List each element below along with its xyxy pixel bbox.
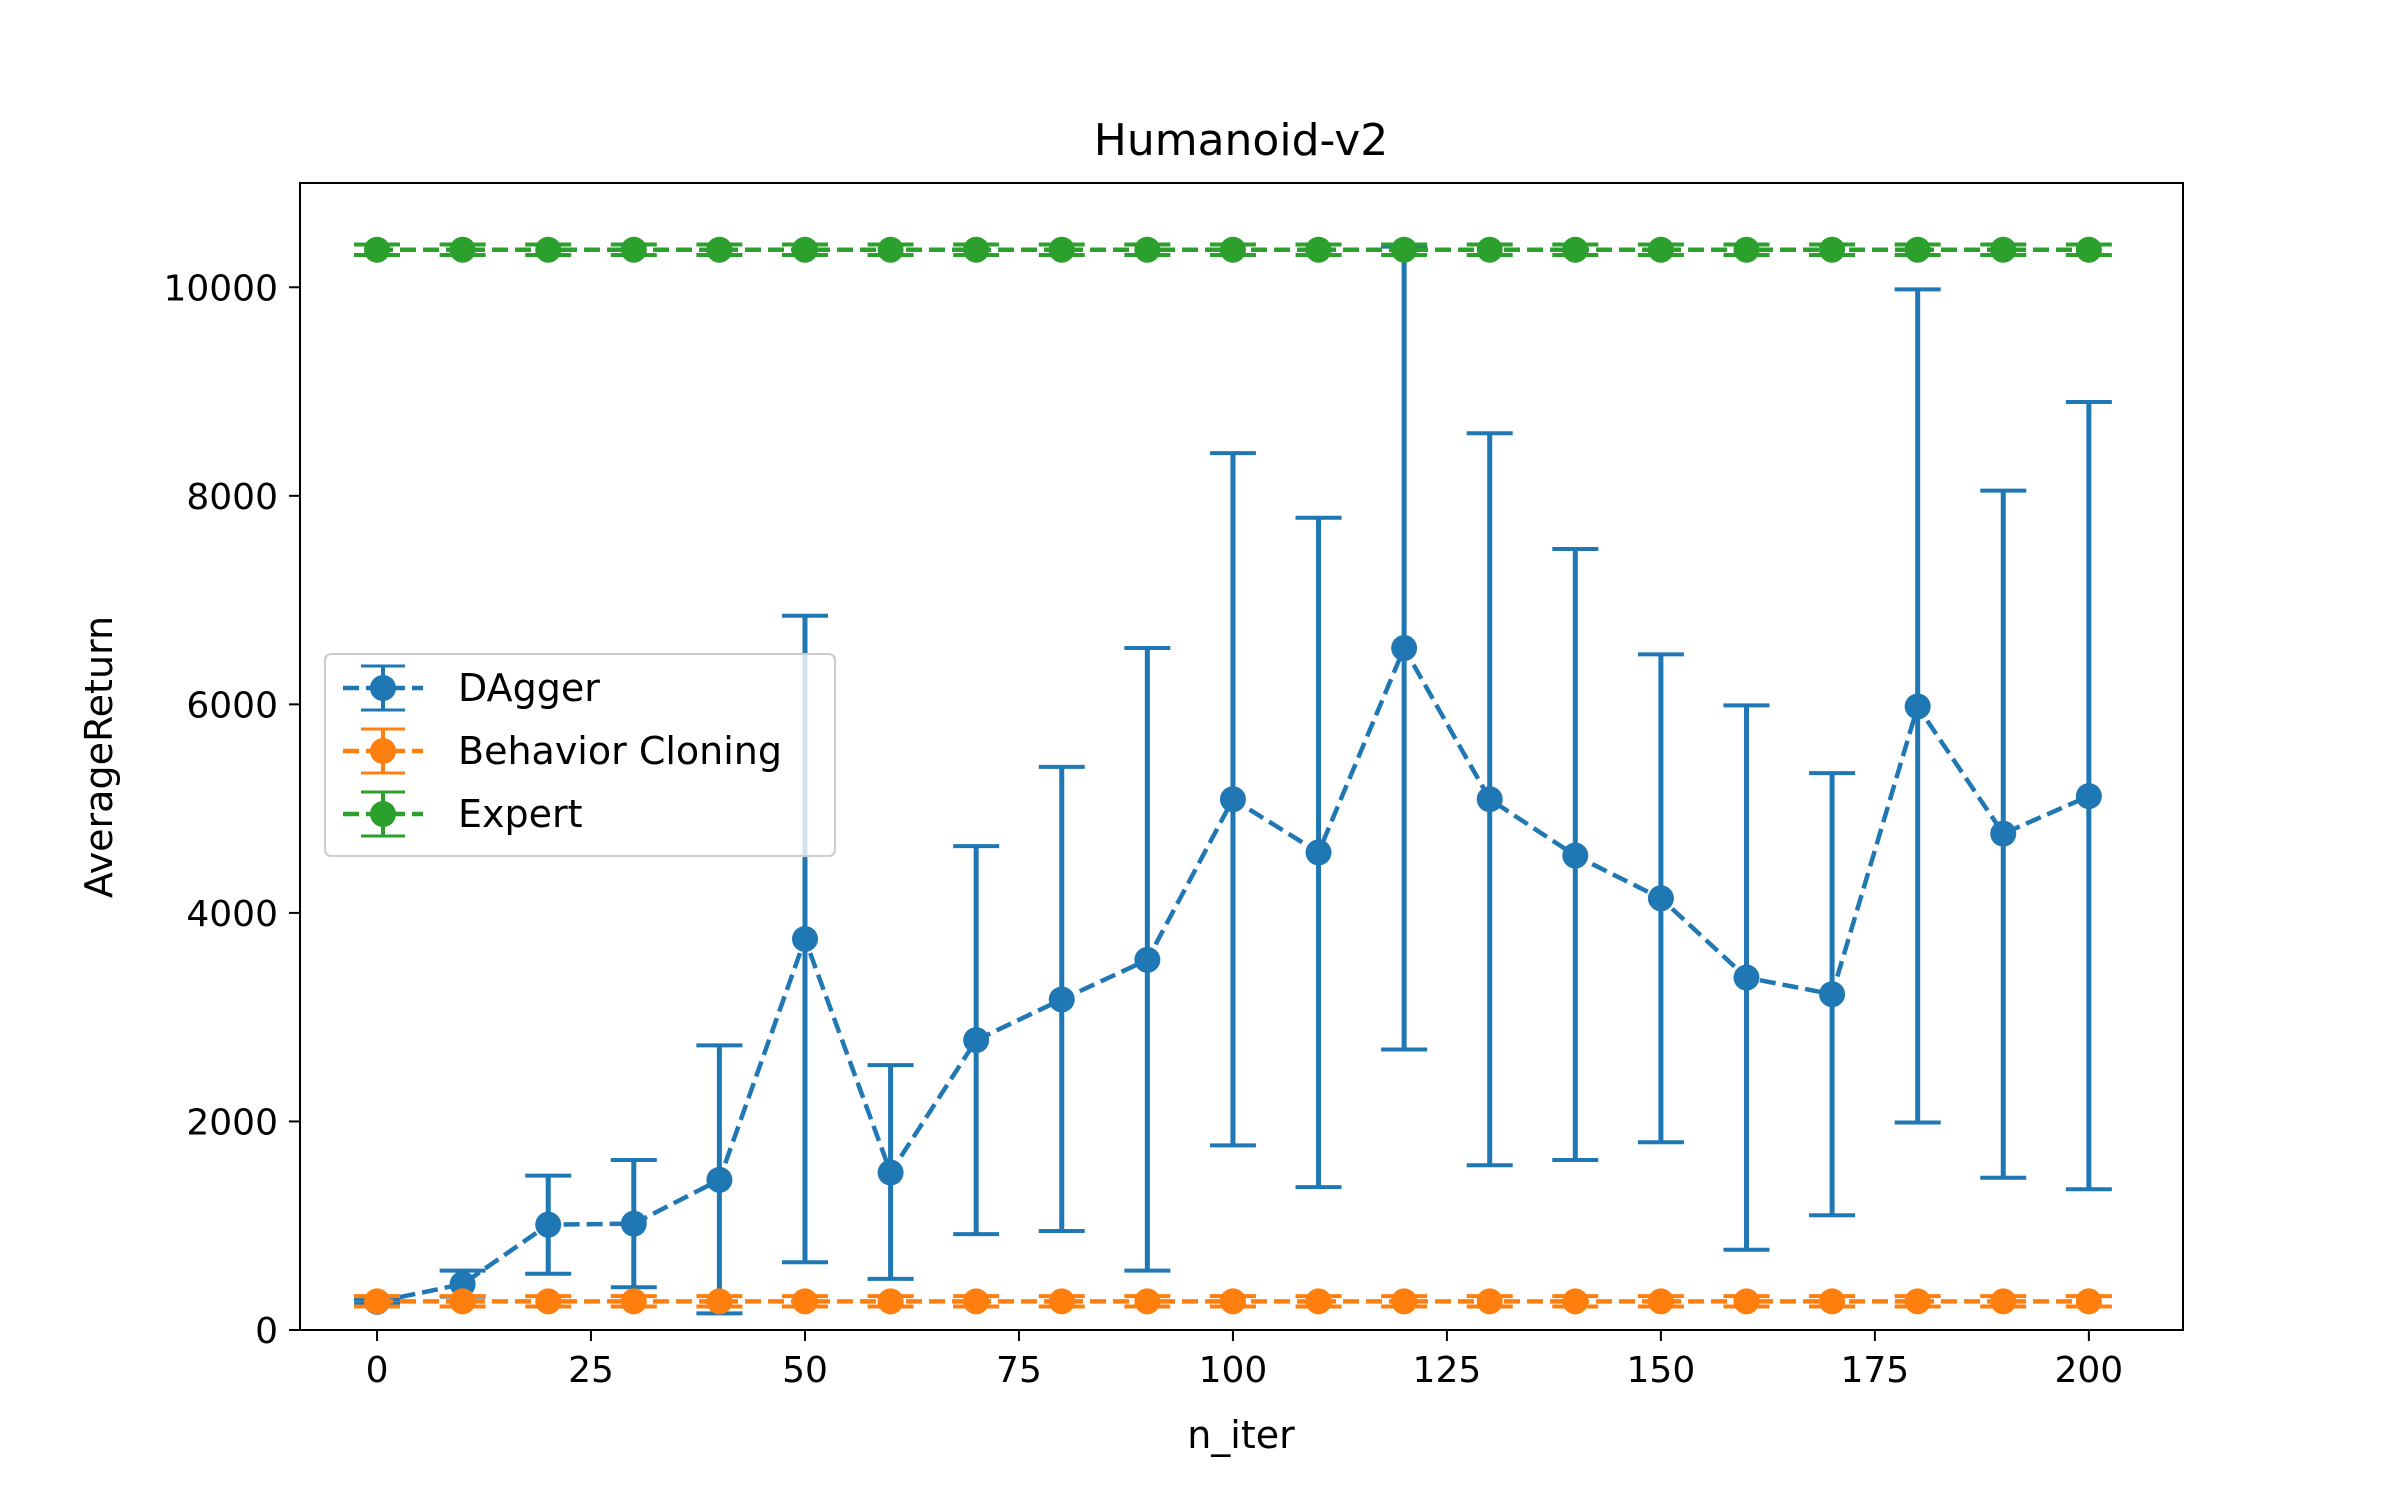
- legend-label: Expert: [458, 792, 583, 836]
- x-axis-title: n_iter: [1187, 1413, 1295, 1457]
- legend-box: [324, 653, 836, 857]
- legend-label: Behavior Cloning: [458, 729, 782, 773]
- data-point: [1134, 236, 1161, 263]
- data-point: [1647, 885, 1674, 912]
- x-tick-label: 200: [2054, 1350, 2123, 1391]
- series-expert: [354, 236, 2112, 263]
- data-point: [364, 1288, 391, 1315]
- data-point: [1391, 635, 1418, 662]
- y-axis: 0 2000 4000 6000 8000 10000: [163, 268, 300, 1352]
- data-point: [1647, 236, 1674, 263]
- x-tick-label: 150: [1627, 1350, 1696, 1391]
- x-tick-label: 50: [782, 1350, 828, 1391]
- series-behavior-cloning: [354, 1288, 2112, 1315]
- x-axis: 0 25 50 75 100 125 150 175 200: [366, 1330, 2123, 1391]
- data-point: [1733, 964, 1760, 991]
- legend-marker: [370, 801, 396, 827]
- data-point: [620, 236, 647, 263]
- data-point: [706, 236, 733, 263]
- data-point: [1647, 1288, 1674, 1315]
- data-point: [1134, 946, 1161, 973]
- data-point: [535, 1211, 562, 1238]
- data-point: [1219, 786, 1246, 813]
- legend-entry-expert: Expert: [343, 790, 583, 838]
- data-point: [791, 236, 818, 263]
- data-point: [1305, 236, 1332, 263]
- data-point: [1048, 236, 1075, 263]
- x-tick-label: 125: [1413, 1350, 1482, 1391]
- y-tick-label: 8000: [186, 477, 278, 518]
- x-tick-label: 0: [366, 1350, 389, 1391]
- data-point: [1134, 1288, 1161, 1315]
- data-point: [877, 1288, 904, 1315]
- x-tick-label: 175: [1841, 1350, 1910, 1391]
- data-point: [1990, 1288, 2017, 1315]
- plot-marks: [354, 236, 2112, 1316]
- data-point: [1476, 1288, 1503, 1315]
- y-axis-title: AverageReturn: [77, 616, 121, 898]
- data-point: [791, 925, 818, 952]
- data-point: [1305, 839, 1332, 866]
- data-point: [2075, 783, 2102, 810]
- legend-entry-dagger: DAgger: [343, 664, 600, 712]
- x-tick-label: 75: [996, 1350, 1042, 1391]
- y-tick-label: 10000: [163, 268, 278, 309]
- data-point: [449, 1288, 476, 1315]
- data-point: [1562, 842, 1589, 869]
- chart-title: Humanoid-v2: [1094, 115, 1389, 166]
- data-point: [535, 236, 562, 263]
- data-point: [1904, 236, 1931, 263]
- data-point: [1048, 1288, 1075, 1315]
- x-tick-label: 100: [1199, 1350, 1268, 1391]
- data-point: [1819, 1288, 1846, 1315]
- data-point: [1819, 981, 1846, 1008]
- data-point: [1990, 236, 2017, 263]
- data-point: [706, 1166, 733, 1193]
- data-point: [877, 1159, 904, 1186]
- data-point: [706, 1288, 733, 1315]
- data-point: [2075, 1288, 2102, 1315]
- legend: DAgger Behavior Cloning Expert: [324, 653, 836, 857]
- data-point: [535, 1288, 562, 1315]
- data-point: [1219, 1288, 1246, 1315]
- legend-marker: [370, 738, 396, 764]
- legend-marker: [370, 675, 396, 701]
- data-point: [1733, 236, 1760, 263]
- data-point: [1476, 236, 1503, 263]
- data-point: [963, 236, 990, 263]
- data-point: [620, 1288, 647, 1315]
- data-point: [449, 236, 476, 263]
- data-point: [1904, 1288, 1931, 1315]
- data-point: [1562, 236, 1589, 263]
- data-point: [963, 1288, 990, 1315]
- data-point: [1733, 1288, 1760, 1315]
- data-point: [963, 1027, 990, 1054]
- data-point: [1562, 1288, 1589, 1315]
- data-point: [1305, 1288, 1332, 1315]
- legend-label: DAgger: [458, 666, 600, 710]
- data-point: [1391, 1288, 1418, 1315]
- x-tick-label: 25: [568, 1350, 614, 1391]
- data-point: [877, 236, 904, 263]
- data-point: [1904, 693, 1931, 720]
- series-dagger: [354, 244, 2112, 1316]
- y-tick-label: 2000: [186, 1102, 278, 1143]
- legend-entry-behavior-cloning: Behavior Cloning: [343, 727, 782, 775]
- y-tick-label: 0: [255, 1311, 278, 1352]
- y-tick-label: 4000: [186, 894, 278, 935]
- data-point: [791, 1288, 818, 1315]
- data-point: [1990, 820, 2017, 847]
- data-point: [1476, 786, 1503, 813]
- data-point: [1048, 986, 1075, 1013]
- data-point: [364, 236, 391, 263]
- data-point: [1219, 236, 1246, 263]
- plot-frame: [299, 182, 2184, 1331]
- data-point: [620, 1210, 647, 1237]
- y-tick-label: 6000: [186, 685, 278, 726]
- data-point: [1391, 236, 1418, 263]
- data-point: [2075, 236, 2102, 263]
- data-point: [1819, 236, 1846, 263]
